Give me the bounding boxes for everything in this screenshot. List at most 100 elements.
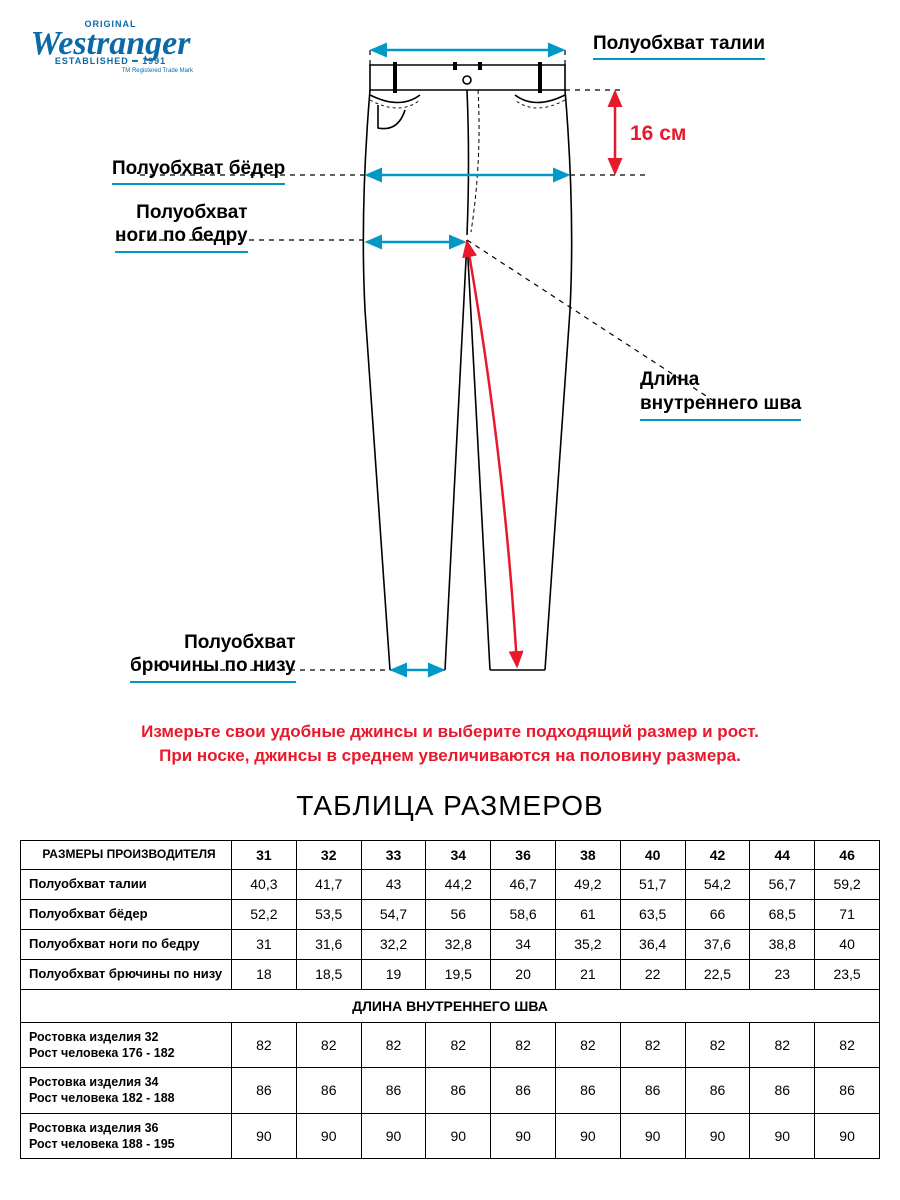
jeans-diagram: Полуобхват талии Полуобхват бёдер Полуоб… [0, 10, 900, 710]
cell: 86 [361, 1068, 426, 1114]
size-col: 32 [296, 841, 361, 870]
row-label: Полуобхват ноги по бедру [21, 929, 232, 959]
table-row: Полуобхват бёдер52,253,554,75658,66163,5… [21, 899, 880, 929]
cell: 90 [296, 1113, 361, 1159]
size-col: 38 [555, 841, 620, 870]
cell: 49,2 [555, 870, 620, 900]
cell: 86 [685, 1068, 750, 1114]
table-row: Полуобхват ноги по бедру3131,632,232,834… [21, 929, 880, 959]
cell: 61 [555, 899, 620, 929]
cell: 90 [620, 1113, 685, 1159]
cell: 40,3 [232, 870, 297, 900]
cell: 90 [361, 1113, 426, 1159]
cell: 44,2 [426, 870, 491, 900]
cell: 86 [426, 1068, 491, 1114]
size-col: 34 [426, 841, 491, 870]
cell: 18,5 [296, 959, 361, 989]
cell: 23 [750, 959, 815, 989]
cell: 19 [361, 959, 426, 989]
cell: 32,8 [426, 929, 491, 959]
size-col: 36 [491, 841, 556, 870]
header-label: РАЗМЕРЫ ПРОИЗВОДИТЕЛЯ [21, 841, 232, 870]
row-label: Ростовка изделия 34Рост человека 182 - 1… [21, 1068, 232, 1114]
table-row: Ростовка изделия 32Рост человека 176 - 1… [21, 1022, 880, 1068]
cell: 38,8 [750, 929, 815, 959]
cell: 66 [685, 899, 750, 929]
cell: 82 [361, 1022, 426, 1068]
row-label: Полуобхват талии [21, 870, 232, 900]
cell: 53,5 [296, 899, 361, 929]
cell: 82 [555, 1022, 620, 1068]
cell: 58,6 [491, 899, 556, 929]
cell: 21 [555, 959, 620, 989]
cell: 31 [232, 929, 297, 959]
row-label: Полуобхват брючины по низу [21, 959, 232, 989]
cell: 36,4 [620, 929, 685, 959]
cell: 82 [426, 1022, 491, 1068]
cell: 43 [361, 870, 426, 900]
cell: 90 [491, 1113, 556, 1159]
cell: 31,6 [296, 929, 361, 959]
cell: 90 [685, 1113, 750, 1159]
row-label: Полуобхват бёдер [21, 899, 232, 929]
size-table: РАЗМЕРЫ ПРОИЗВОДИТЕЛЯ 31 32 33 34 36 38 … [20, 840, 880, 1159]
cell: 63,5 [620, 899, 685, 929]
jeans-svg [0, 10, 900, 710]
cell: 90 [232, 1113, 297, 1159]
table-row: Полуобхват брючины по низу1818,51919,520… [21, 959, 880, 989]
cell: 82 [815, 1022, 880, 1068]
cell: 23,5 [815, 959, 880, 989]
cell: 19,5 [426, 959, 491, 989]
label-inseam: Длина внутреннего шва [640, 368, 801, 421]
cell: 90 [426, 1113, 491, 1159]
label-hem: Полуобхват брючины по низу [130, 632, 296, 683]
cell: 20 [491, 959, 556, 989]
table-header-row: РАЗМЕРЫ ПРОИЗВОДИТЕЛЯ 31 32 33 34 36 38 … [21, 841, 880, 870]
label-rise: 16 см [630, 122, 686, 146]
cell: 86 [232, 1068, 297, 1114]
table-row: Ростовка изделия 36Рост человека 188 - 1… [21, 1113, 880, 1159]
cell: 82 [750, 1022, 815, 1068]
cell: 71 [815, 899, 880, 929]
cell: 86 [620, 1068, 685, 1114]
cell: 46,7 [491, 870, 556, 900]
size-col: 40 [620, 841, 685, 870]
row-label: Ростовка изделия 36Рост человека 188 - 1… [21, 1113, 232, 1159]
cell: 90 [815, 1113, 880, 1159]
table-title: ТАБЛИЦА РАЗМЕРОВ [0, 790, 900, 822]
cell: 68,5 [750, 899, 815, 929]
cell: 22,5 [685, 959, 750, 989]
section-header: ДЛИНА ВНУТРЕННЕГО ШВА [21, 989, 880, 1022]
cell: 86 [491, 1068, 556, 1114]
cell: 40 [815, 929, 880, 959]
size-col: 44 [750, 841, 815, 870]
cell: 82 [491, 1022, 556, 1068]
cell: 18 [232, 959, 297, 989]
cell: 52,2 [232, 899, 297, 929]
size-col: 31 [232, 841, 297, 870]
label-hips: Полуобхват бёдер [112, 158, 285, 185]
size-col: 33 [361, 841, 426, 870]
size-col: 42 [685, 841, 750, 870]
cell: 41,7 [296, 870, 361, 900]
size-col: 46 [815, 841, 880, 870]
table-row: Полуобхват талии40,341,74344,246,749,251… [21, 870, 880, 900]
table-row: Ростовка изделия 34Рост человека 182 - 1… [21, 1068, 880, 1114]
cell: 86 [750, 1068, 815, 1114]
cell: 82 [620, 1022, 685, 1068]
cell: 82 [232, 1022, 297, 1068]
label-thigh: Полуобхват ноги по бедру [115, 202, 248, 253]
cell: 56 [426, 899, 491, 929]
cell: 86 [815, 1068, 880, 1114]
cell: 51,7 [620, 870, 685, 900]
cell: 56,7 [750, 870, 815, 900]
cell: 54,7 [361, 899, 426, 929]
cell: 34 [491, 929, 556, 959]
cell: 35,2 [555, 929, 620, 959]
cell: 32,2 [361, 929, 426, 959]
cell: 82 [685, 1022, 750, 1068]
cell: 59,2 [815, 870, 880, 900]
cell: 90 [750, 1113, 815, 1159]
cell: 54,2 [685, 870, 750, 900]
cell: 82 [296, 1022, 361, 1068]
